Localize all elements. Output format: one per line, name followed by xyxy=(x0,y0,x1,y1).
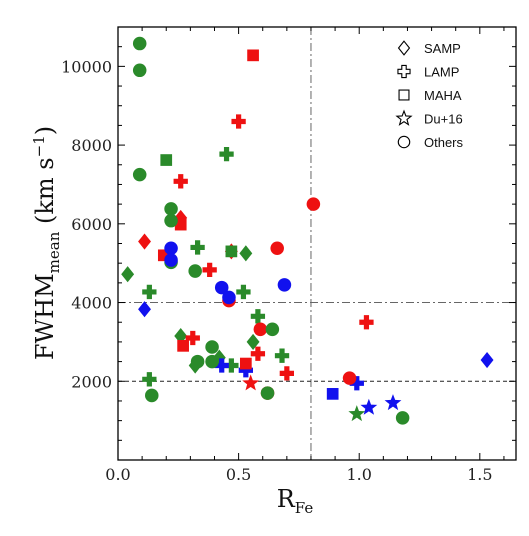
data-point-plus-red xyxy=(250,346,266,361)
legend-label-lamp: LAMP xyxy=(424,65,459,80)
data-point-plus-blue xyxy=(238,363,253,378)
data-point-circle-blue xyxy=(164,253,178,267)
data-point-circle-green xyxy=(132,167,147,182)
y-axis-title-sub: mean xyxy=(45,231,63,273)
legend-label-maha: MAHA xyxy=(424,88,462,103)
data-point-plus-green xyxy=(250,309,266,324)
data-point-circle-red xyxy=(306,197,321,211)
data-point-plus-green xyxy=(224,358,239,373)
data-point-circle-green xyxy=(205,340,219,354)
data-point-star-blue xyxy=(360,398,378,415)
legend-marker-star xyxy=(395,109,413,126)
data-point-plus-blue xyxy=(349,376,364,391)
data-point-circle-blue xyxy=(222,290,236,305)
axis-ticks xyxy=(117,26,516,461)
legend-marker-square xyxy=(398,89,410,101)
data-point-diamond-green xyxy=(246,333,260,350)
x-axis-title-main: R xyxy=(277,485,296,513)
y-axis-title-unit-close: ) xyxy=(31,126,59,135)
data-point-plus-green xyxy=(236,284,251,300)
data-point-plus-red xyxy=(202,262,217,278)
data-point-diamond-blue xyxy=(138,301,151,318)
x-axis-title: RFe xyxy=(277,485,314,517)
legend-marker-diamond xyxy=(397,40,411,56)
y-axis-title-unit: (km s xyxy=(31,157,59,231)
y-tick-label: 8000 xyxy=(71,136,112,155)
legend-label-samp: SAMP xyxy=(424,41,461,56)
tick-labels: 0.0 0.5 1.0 1.5 2000 4000 6000 8000 10000 xyxy=(61,57,492,484)
y-axis-title-main: FWHM xyxy=(31,273,59,360)
data-point-diamond-red xyxy=(138,233,151,250)
data-point-diamond-green xyxy=(239,245,253,262)
data-point-square-red xyxy=(177,339,189,352)
data-point-circle-red xyxy=(253,322,268,337)
data-point-circle-green xyxy=(164,202,178,216)
data-point-plus-red xyxy=(185,330,200,346)
data-point-square-green xyxy=(160,154,173,166)
y-axis-title-unit-sup: −1 xyxy=(30,135,48,157)
data-point-circle-green xyxy=(190,354,205,369)
data-point-circle-blue xyxy=(277,278,292,292)
data-point-plus-red xyxy=(231,114,246,129)
data-point-square-red xyxy=(157,249,170,262)
data-point-star-blue xyxy=(384,394,402,411)
y-tick-label: 6000 xyxy=(71,215,112,234)
x-tick-label: 1.5 xyxy=(467,465,492,484)
data-point-plus-green xyxy=(219,146,234,162)
y-axis-title: FWHMmean (km s−1) xyxy=(30,126,63,360)
data-point-circle-red xyxy=(342,371,357,385)
data-point-circle-green xyxy=(205,354,219,369)
data-point-circle-green xyxy=(265,322,280,337)
y-tick-label: 2000 xyxy=(71,372,112,391)
x-tick-label: 0.5 xyxy=(226,465,251,484)
x-tick-label: 0.0 xyxy=(105,465,130,484)
data-point-plus-green xyxy=(190,240,205,255)
data-point-circle-green xyxy=(145,388,159,403)
data-point-square-green xyxy=(225,245,238,258)
data-point-star-green xyxy=(348,405,366,422)
data-point-circle-green xyxy=(132,63,147,78)
x-tick-label: 1.0 xyxy=(346,465,371,484)
legend-label-others: Others xyxy=(424,135,464,150)
y-tick-label: 10000 xyxy=(61,57,112,76)
data-point-plus-red xyxy=(279,366,294,381)
legend: SAMP LAMP MAHA Du+16 Others xyxy=(395,40,464,150)
data-point-diamond-blue xyxy=(480,351,494,369)
legend-marker-plus xyxy=(397,64,411,79)
data-point-plus-red xyxy=(359,315,374,330)
data-point-square-red xyxy=(174,218,187,231)
data-point-plus-red xyxy=(173,174,188,189)
legend-label-du-16: Du+16 xyxy=(424,112,463,127)
data-point-star-red xyxy=(242,374,260,391)
x-axis-title-sub: Fe xyxy=(295,499,314,517)
data-point-circle-green xyxy=(395,411,410,425)
data-points xyxy=(121,36,494,425)
data-point-plus-green xyxy=(142,372,157,387)
data-point-plus-blue xyxy=(214,358,229,373)
data-point-plus-green xyxy=(142,284,157,300)
data-point-diamond-green xyxy=(121,266,135,283)
data-point-circle-blue xyxy=(214,280,229,295)
data-point-square-blue xyxy=(326,388,339,400)
data-point-circle-red xyxy=(270,241,284,255)
data-point-circle-green xyxy=(132,36,147,51)
reference-lines xyxy=(118,27,516,460)
data-point-circle-green xyxy=(260,386,275,400)
data-point-circle-green xyxy=(188,264,202,278)
y-tick-label: 4000 xyxy=(71,294,112,313)
data-point-plus-green xyxy=(274,348,290,363)
data-point-circle-green xyxy=(164,213,178,228)
data-point-circle-blue xyxy=(164,241,178,255)
data-point-square-red xyxy=(247,49,259,62)
legend-marker-circle xyxy=(397,135,411,149)
data-point-square-red xyxy=(239,357,252,370)
